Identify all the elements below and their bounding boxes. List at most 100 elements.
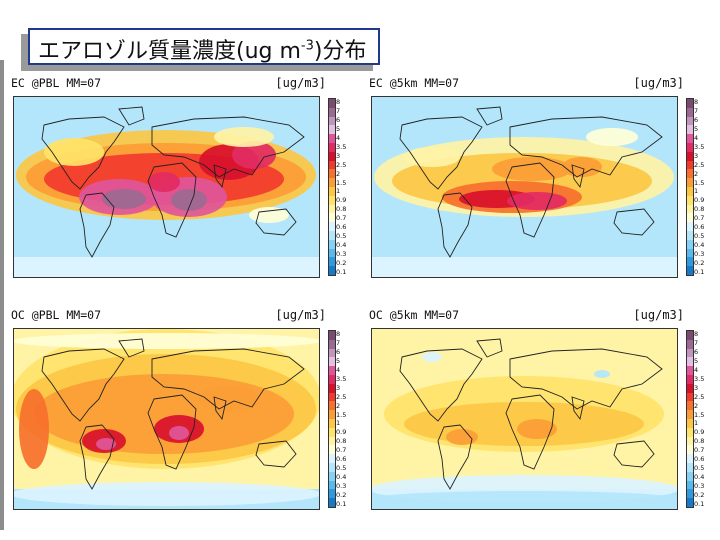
colorbar-segment bbox=[687, 266, 693, 275]
left-accent-rule bbox=[0, 60, 4, 530]
concentration-contour bbox=[19, 389, 49, 469]
colorbar-segment bbox=[687, 151, 693, 161]
colorbar-tick-label: 2.5 bbox=[336, 392, 347, 401]
colorbar-segment bbox=[329, 489, 335, 499]
coastline-india bbox=[213, 396, 227, 421]
concentration-contour bbox=[102, 189, 146, 209]
colorbar-segment bbox=[329, 204, 335, 214]
colorbar-segment bbox=[687, 436, 693, 446]
colorbar-segment bbox=[687, 366, 693, 375]
colorbar-tick-label: 3 bbox=[694, 383, 699, 392]
coastline-northAmerica bbox=[399, 116, 483, 190]
colorbar-segment bbox=[687, 125, 693, 135]
colorbar-tick-label: 0.7 bbox=[336, 446, 347, 455]
colorbar-segment bbox=[687, 462, 693, 472]
map-panel-oc-pbl: OC @PBL MM=07 [ug/m3] 8 7 6 5 4 3.5 3 2.5 2 1.5 1 0… bbox=[6, 306, 358, 536]
colorbar-segment bbox=[687, 239, 693, 249]
colorbar-tick-label: 6 bbox=[694, 116, 699, 125]
coastline-southAmerica bbox=[79, 192, 115, 258]
colorbar-tick-label: 0.1 bbox=[694, 267, 705, 276]
colorbar-segment bbox=[329, 374, 335, 384]
coastline-australia bbox=[255, 208, 297, 236]
colorbar-tick-label: 2 bbox=[694, 169, 699, 178]
colorbar-segment bbox=[687, 427, 693, 437]
colorbar-tick-label: 2.5 bbox=[694, 392, 705, 401]
coastline-southAmerica bbox=[437, 192, 473, 258]
colorbar-tick-label: 5 bbox=[336, 357, 341, 366]
colorbar-tick-label: 0.3 bbox=[694, 249, 705, 258]
colorbar-segment bbox=[329, 107, 335, 117]
colorbar-tick-label: 3 bbox=[336, 151, 341, 160]
concentration-contour bbox=[507, 192, 567, 210]
colorbar-segment bbox=[329, 357, 335, 367]
colorbar-segment bbox=[329, 99, 335, 108]
colorbar-segment bbox=[687, 248, 693, 258]
concentration-contour bbox=[169, 426, 189, 440]
coastline-eurasia bbox=[509, 116, 663, 178]
colorbar-tick-label: 7 bbox=[336, 339, 341, 348]
colorbar-tick-label: 5 bbox=[336, 125, 341, 134]
concentration-contour bbox=[44, 138, 104, 166]
coastline-southAmerica bbox=[437, 424, 473, 490]
concentration-contour bbox=[446, 429, 478, 445]
panel-unit-label: [ug/m3] bbox=[275, 308, 326, 322]
map-svg bbox=[372, 329, 677, 509]
colorbar-tick-label: 0.6 bbox=[336, 223, 347, 232]
colorbar-tick-label: 4 bbox=[336, 134, 341, 143]
colorbar-segment bbox=[687, 169, 693, 179]
colorbar-tick-label: 1 bbox=[336, 187, 341, 196]
colorbar-tick-label: 0.5 bbox=[694, 231, 705, 240]
concentration-contour bbox=[171, 189, 207, 211]
coastline-australia bbox=[613, 440, 655, 468]
concentration-contour bbox=[96, 438, 116, 450]
colorbar-tick-label: 7 bbox=[694, 107, 699, 116]
colorbar-tick-label: 0.9 bbox=[694, 428, 705, 437]
colorbar-segment bbox=[687, 107, 693, 117]
colorbar-segment bbox=[329, 142, 335, 152]
colorbar-segment bbox=[329, 230, 335, 240]
coastline-greenland bbox=[118, 106, 145, 126]
coastline-africa bbox=[505, 394, 555, 470]
colorbar-segment bbox=[329, 445, 335, 455]
concentration-contour bbox=[404, 147, 460, 167]
concentration-map bbox=[13, 328, 320, 510]
colorbar-segment bbox=[329, 471, 335, 481]
colorbar-segment bbox=[687, 374, 693, 384]
colorbar-segment bbox=[687, 195, 693, 205]
slide-title-superscript: -3 bbox=[300, 38, 314, 54]
colorbar-segment bbox=[329, 222, 335, 231]
colorbar-segment bbox=[329, 436, 335, 446]
colorbar-segment bbox=[329, 178, 335, 187]
map-svg bbox=[14, 329, 319, 509]
colorbar-tick-label: 2 bbox=[336, 169, 341, 178]
colorbar-tick-label: 1 bbox=[694, 187, 699, 196]
colorbar-segment bbox=[687, 116, 693, 126]
coastline-india bbox=[213, 164, 227, 189]
colorbar-segment bbox=[687, 222, 693, 231]
colorbar-tick-label: 0.8 bbox=[336, 437, 347, 446]
colorbar-segment bbox=[329, 151, 335, 161]
coastline-greenland bbox=[118, 338, 145, 358]
map-panel-oc-5km: OC @5km MM=07 [ug/m3] 8 7 6 5 4 3.5 3 2.5 2 1.5 1 0… bbox=[364, 306, 716, 536]
colorbar bbox=[686, 330, 694, 508]
map-svg bbox=[372, 97, 677, 277]
concentration-contour bbox=[14, 333, 319, 349]
colorbar-segment bbox=[329, 339, 335, 349]
map-svg bbox=[14, 97, 319, 277]
coastline-africa bbox=[147, 394, 197, 470]
slide-title-tail: )分布 bbox=[313, 39, 367, 64]
colorbar-segment bbox=[329, 418, 335, 428]
colorbar-segment bbox=[687, 134, 693, 143]
colorbar-tick-label: 3 bbox=[694, 151, 699, 160]
coastline-eurasia bbox=[151, 116, 305, 178]
map-panel-ec-pbl: EC @PBL MM=07 [ug/m3] 8 7 6 5 4 3.5 3 2.5 2 1.5 1 0… bbox=[6, 74, 358, 304]
coastline-eurasia bbox=[151, 348, 305, 410]
panel-title: EC @PBL MM=07 bbox=[11, 76, 102, 90]
panel-title: OC @PBL MM=07 bbox=[11, 308, 102, 322]
colorbar-segment bbox=[329, 462, 335, 472]
colorbar-tick-label: 0.5 bbox=[336, 463, 347, 472]
colorbar-segment bbox=[687, 178, 693, 187]
concentration-contour bbox=[422, 352, 442, 362]
colorbar-segment bbox=[687, 99, 693, 108]
map-panel-ec-5km: EC @5km MM=07 [ug/m3] 8 7 6 5 4 3.5 3 2.5 2 1.5 1 0… bbox=[364, 74, 716, 304]
